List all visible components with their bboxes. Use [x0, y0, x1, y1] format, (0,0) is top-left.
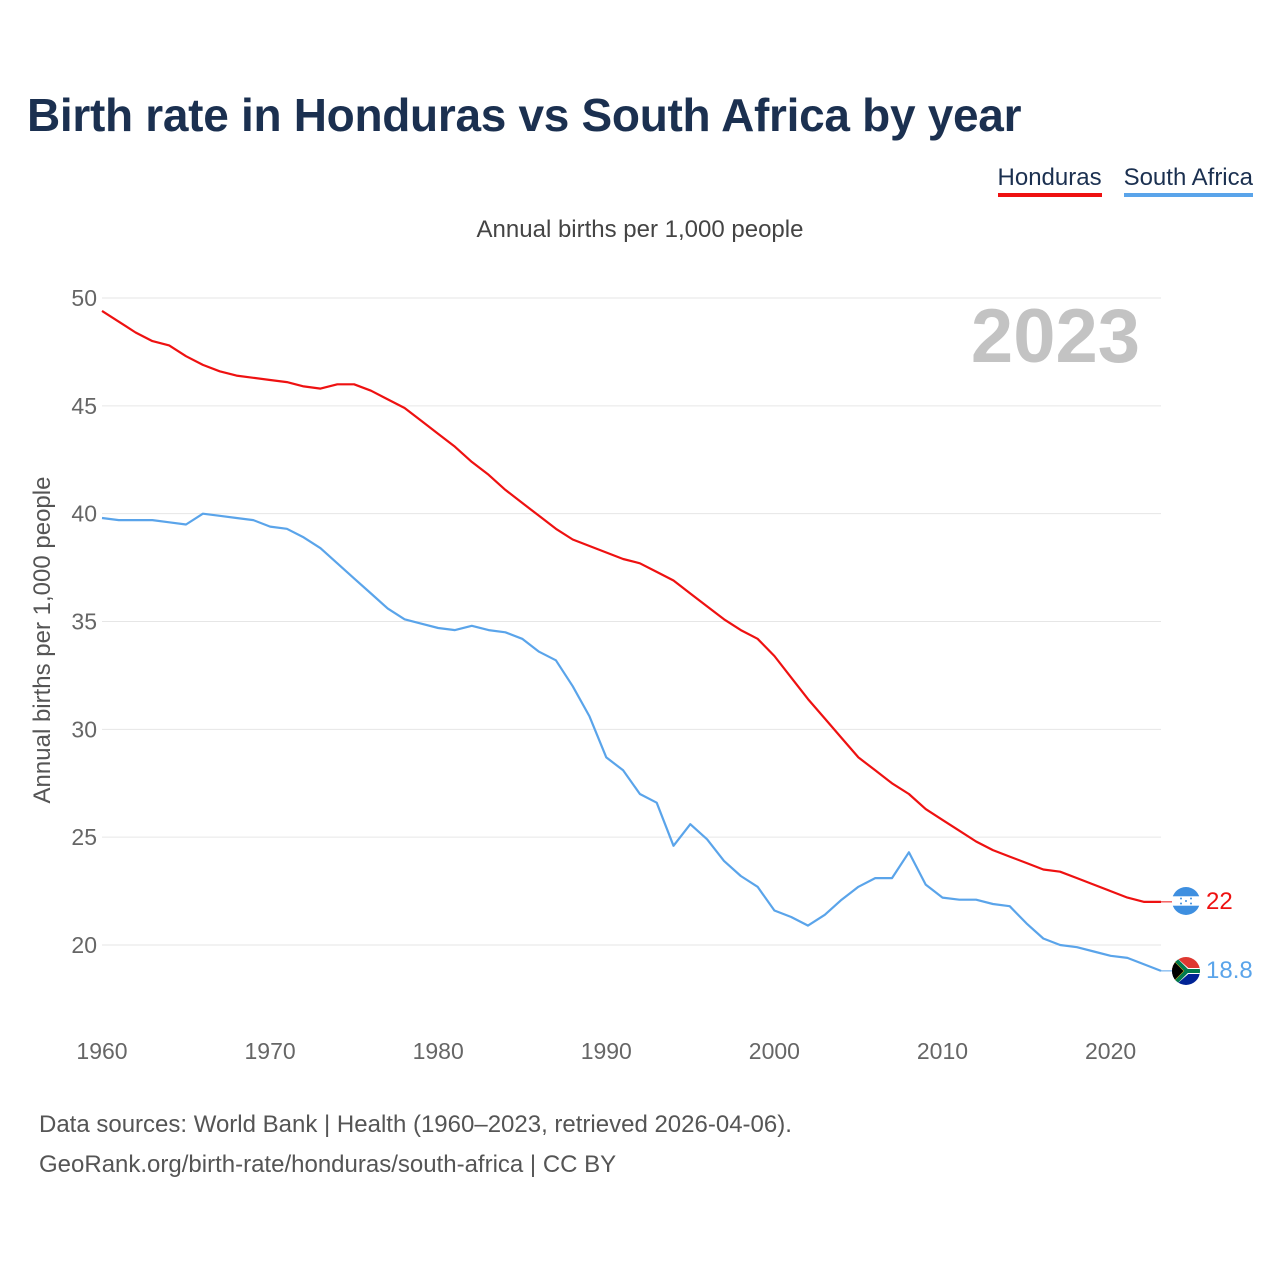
chart-title: Birth rate in Honduras vs South Africa b… — [27, 89, 1022, 141]
y-tick-label-35: 35 — [71, 609, 97, 635]
y-axis-ticks: 20 25 30 35 40 45 50 — [71, 285, 97, 958]
current-year-label: 2023 — [971, 294, 1140, 379]
x-tick-label-2010: 2010 — [917, 1038, 968, 1064]
y-tick-label-50: 50 — [71, 285, 97, 311]
y-tick-label-30: 30 — [71, 716, 97, 742]
data-sources: Data sources: World Bank | Health (1960–… — [39, 1111, 792, 1138]
y-tick-label-40: 40 — [71, 501, 97, 527]
south-africa-end-value: 18.8 — [1206, 957, 1253, 984]
x-tick-label-1980: 1980 — [413, 1038, 464, 1064]
x-tick-label-1970: 1970 — [245, 1038, 296, 1064]
chart-subtitle: Annual births per 1,000 people — [476, 216, 804, 243]
source-link[interactable]: GeoRank.org/birth-rate/honduras/south-af… — [39, 1151, 617, 1178]
x-tick-label-1990: 1990 — [581, 1038, 632, 1064]
south-africa-flag-icon — [1172, 957, 1200, 985]
footer: Data sources: World Bank | Health (1960–… — [39, 1105, 792, 1185]
x-tick-label-2020: 2020 — [1085, 1038, 1136, 1064]
legend: Honduras South Africa — [997, 164, 1253, 197]
x-axis-ticks: 1960 1970 1980 1990 2000 2010 2020 — [76, 1038, 1136, 1064]
legend-item-honduras[interactable]: Honduras — [997, 164, 1102, 197]
x-tick-label-2000: 2000 — [749, 1038, 800, 1064]
y-axis-label: Annual births per 1,000 people — [29, 477, 56, 804]
grid-lines — [102, 297, 1161, 946]
honduras-end-value: 22 — [1206, 888, 1233, 915]
legend-item-south-africa[interactable]: South Africa — [1123, 164, 1253, 197]
y-tick-label-45: 45 — [71, 393, 97, 419]
y-tick-label-25: 25 — [71, 824, 97, 850]
honduras-flag-icon — [1172, 887, 1200, 915]
y-tick-label-20: 20 — [71, 932, 97, 958]
series-line-south-africa[interactable] — [101, 512, 1162, 972]
series-line-honduras[interactable] — [101, 309, 1161, 903]
series-lines — [101, 309, 1172, 972]
x-tick-label-1960: 1960 — [76, 1038, 127, 1064]
